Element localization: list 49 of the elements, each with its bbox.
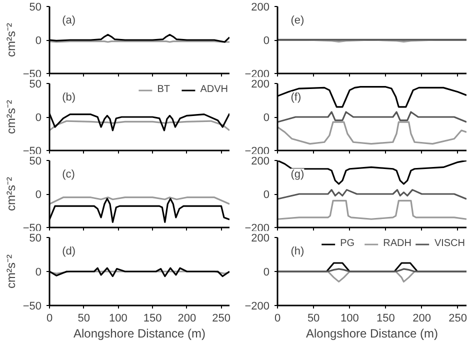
y-axis-title: cm²s⁻² xyxy=(4,22,18,57)
x-tick-label: 150 xyxy=(376,312,395,324)
text: (d) xyxy=(62,246,76,258)
y-tick-label: 50 xyxy=(29,156,42,168)
y-tick-label: 200 xyxy=(251,232,270,244)
y-tick-label: 200 xyxy=(251,78,270,90)
y-tick-label: 50 xyxy=(29,78,42,90)
x-tick-label: 50 xyxy=(78,312,90,324)
y-tick-label: −200 xyxy=(244,300,270,312)
x-axis-title: Alongshore Distance (m) xyxy=(306,326,438,340)
legend-label: BT xyxy=(157,84,171,95)
x-tick-label: 150 xyxy=(143,312,162,324)
y-tick-label: 0 xyxy=(35,112,42,124)
y-tick-label: 0 xyxy=(35,35,42,47)
y-tick-label: 0 xyxy=(263,35,270,47)
y-tick-label: 200 xyxy=(251,156,270,168)
text: (c) xyxy=(62,168,75,181)
text: (b) xyxy=(62,92,76,104)
y-tick-label: 50 xyxy=(29,2,42,14)
x-axis-title: Alongshore Distance (m) xyxy=(73,326,206,340)
text: (h) xyxy=(290,246,304,258)
legend-label: RADH xyxy=(383,238,412,249)
y-tick-label: 0 xyxy=(263,189,270,201)
y-tick-label: 0 xyxy=(263,112,270,124)
y-tick-label: 0 xyxy=(35,189,42,201)
y-tick-label: −50 xyxy=(22,300,42,312)
y-tick-label: 50 xyxy=(29,232,42,244)
text: (a) xyxy=(62,14,76,27)
legend-label: VISCH xyxy=(434,238,465,249)
legend-label: PG xyxy=(340,238,356,249)
x-tick-label: 100 xyxy=(340,312,359,324)
y-tick-label: 0 xyxy=(263,266,270,278)
y-tick-label: 200 xyxy=(251,2,270,14)
x-tick-label: 200 xyxy=(412,312,431,324)
y-axis-title: cm²s⁻² xyxy=(4,100,18,134)
x-tick-label: 0 xyxy=(46,312,53,324)
text: (f) xyxy=(290,92,302,104)
x-tick-label: 100 xyxy=(109,312,128,324)
text: (g) xyxy=(290,168,304,181)
y-axis-title: cm²s⁻² xyxy=(4,254,18,288)
y-tick-label: 0 xyxy=(35,266,42,278)
x-tick-label: 50 xyxy=(307,312,320,324)
y-axis-title: cm²s⁻² xyxy=(4,176,18,211)
x-tick-label: 200 xyxy=(178,312,196,324)
x-tick-label: 250 xyxy=(448,312,468,324)
text: (e) xyxy=(290,14,304,27)
legend-label: ADVH xyxy=(200,84,228,95)
x-tick-label: 250 xyxy=(212,312,230,324)
x-tick-label: 0 xyxy=(274,312,281,324)
